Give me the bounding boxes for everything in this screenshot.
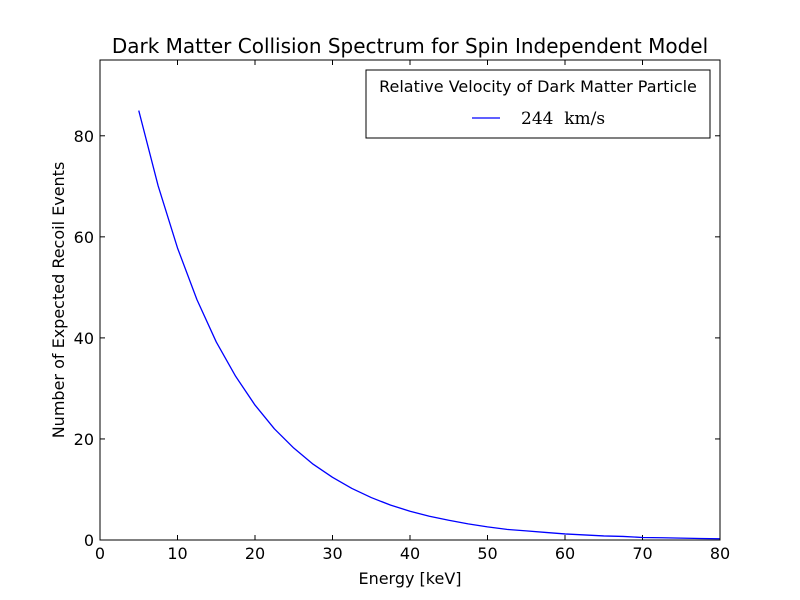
x-tick-label: 0 xyxy=(95,544,105,563)
y-tick-label: 0 xyxy=(84,531,94,550)
legend-box xyxy=(365,69,711,139)
x-tick-label: 40 xyxy=(400,544,420,563)
y-axis: 0 20 40 60 80 xyxy=(74,127,720,550)
y-tick-label: 80 xyxy=(74,127,94,146)
x-axis: 0 10 20 30 40 50 60 70 80 xyxy=(95,60,730,563)
x-tick-label: 70 xyxy=(632,544,652,563)
legend-label: 244 km/s xyxy=(521,109,605,129)
x-tick-label: 50 xyxy=(477,544,497,563)
series-layer xyxy=(138,110,721,540)
x-tick-label: 30 xyxy=(322,544,342,563)
plot-frame xyxy=(99,59,721,541)
x-axis-label: Energy [keV] xyxy=(358,569,461,588)
legend: Relative Velocity of Dark Matter Particl… xyxy=(365,69,711,139)
series-line xyxy=(138,110,721,540)
x-tick-label: 80 xyxy=(710,544,730,563)
legend-title: Relative Velocity of Dark Matter Particl… xyxy=(379,77,697,96)
y-tick-label: 20 xyxy=(74,430,94,449)
x-tick-label: 20 xyxy=(245,544,265,563)
y-axis-label: Number of Expected Recoil Events xyxy=(49,162,68,439)
y-tick-label: 60 xyxy=(74,228,94,247)
x-tick-label: 60 xyxy=(555,544,575,563)
y-tick-label: 40 xyxy=(74,329,94,348)
chart-title: Dark Matter Collision Spectrum for Spin … xyxy=(112,34,708,58)
x-tick-label: 10 xyxy=(167,544,187,563)
